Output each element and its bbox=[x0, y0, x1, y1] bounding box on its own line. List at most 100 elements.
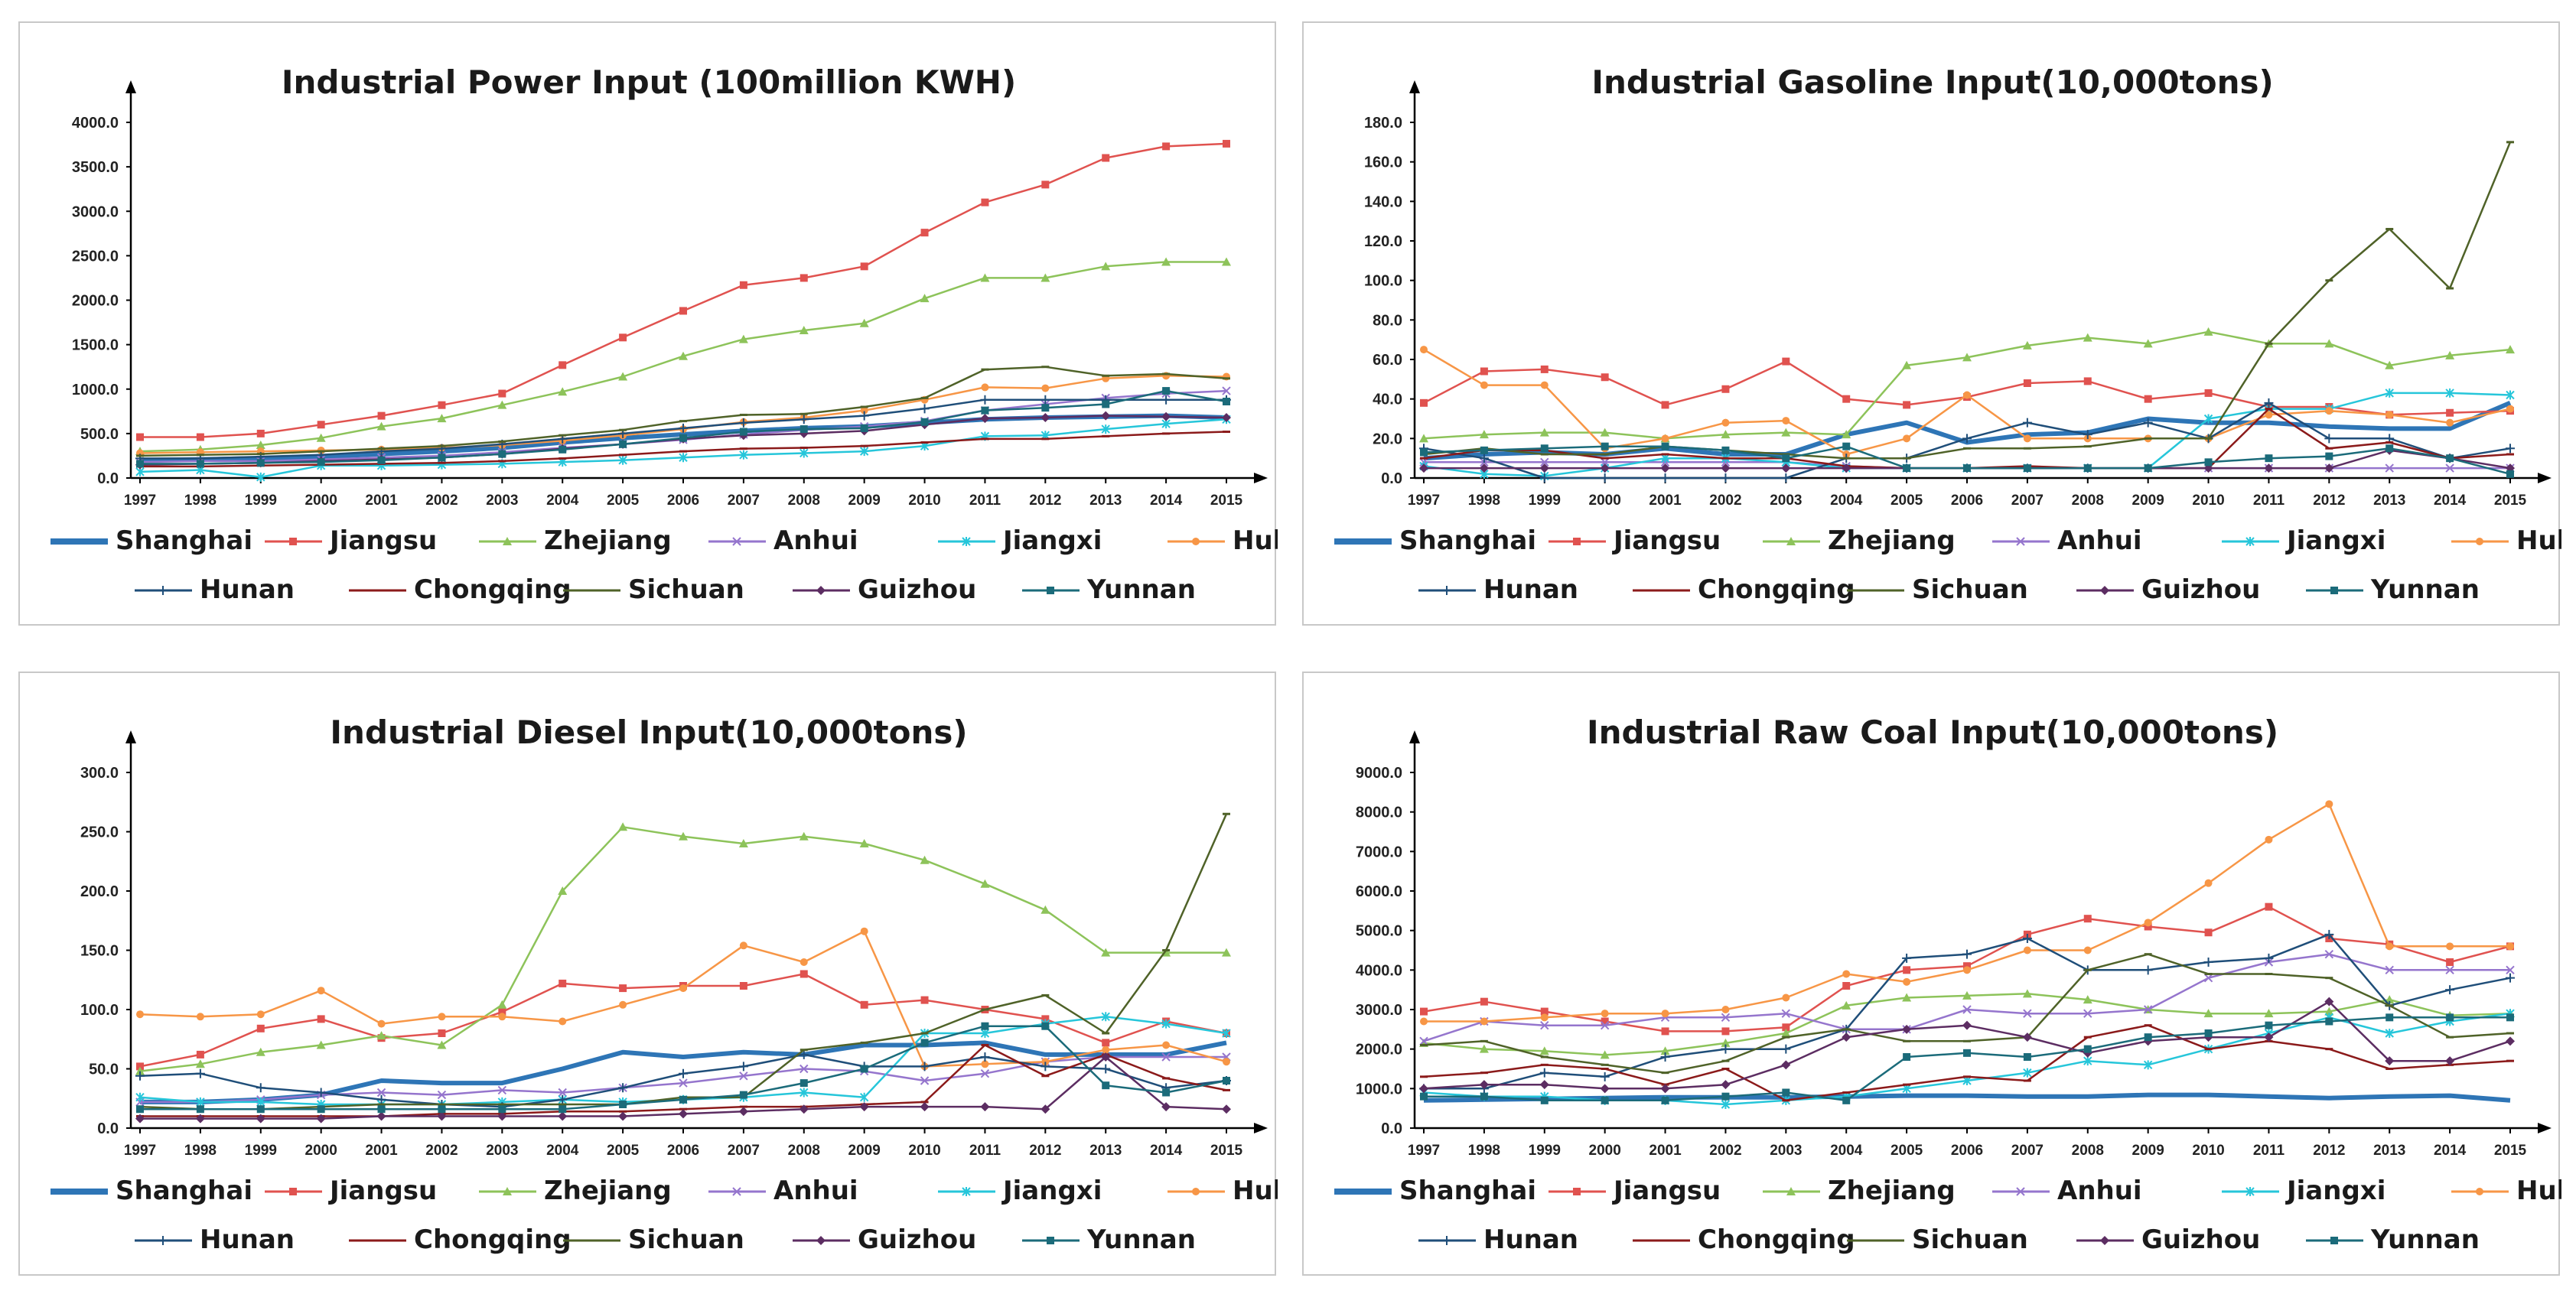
data-point bbox=[1040, 273, 1050, 282]
data-point bbox=[1480, 1017, 1488, 1026]
data-point bbox=[377, 411, 386, 420]
data-point bbox=[2023, 1053, 2031, 1061]
legend-item-guizhou: Guizhou bbox=[2076, 1224, 2260, 1255]
data-point bbox=[2204, 389, 2213, 397]
data-point bbox=[2144, 922, 2152, 931]
data-point bbox=[2083, 915, 2092, 923]
legend-label: Zhejiang bbox=[544, 525, 672, 556]
data-point bbox=[558, 1094, 568, 1104]
data-point bbox=[558, 1088, 567, 1098]
data-point bbox=[2506, 965, 2515, 975]
legend-item-anhui: Anhui bbox=[708, 1176, 858, 1206]
data-point bbox=[2265, 1021, 2273, 1029]
legend-item-zhejiang: Zhejiang bbox=[1763, 525, 1956, 556]
legend-label: Hubei bbox=[2516, 525, 2561, 556]
series-line-hubei bbox=[139, 930, 1227, 1068]
legend-marker bbox=[2100, 1236, 2109, 1245]
data-point bbox=[1223, 139, 1230, 148]
x-tick-label: 2004 bbox=[1830, 493, 1863, 509]
data-point bbox=[679, 434, 687, 442]
data-point bbox=[2083, 1056, 2092, 1066]
legend-marker bbox=[1573, 1188, 1581, 1195]
legend-item-shanghai: Shanghai bbox=[1334, 525, 1536, 556]
data-point bbox=[1101, 262, 1111, 271]
data-point bbox=[1101, 1012, 1110, 1022]
data-point bbox=[558, 1111, 568, 1121]
data-point bbox=[1101, 411, 1111, 421]
data-point bbox=[1903, 401, 1911, 409]
data-point bbox=[800, 448, 809, 458]
legend-marker bbox=[158, 1236, 168, 1245]
legend-label: Shanghai bbox=[116, 1176, 252, 1206]
data-point bbox=[438, 1105, 446, 1114]
legend-marker bbox=[816, 586, 826, 595]
y-tick-label: 4000.0 bbox=[1356, 962, 1402, 979]
data-point bbox=[559, 1017, 567, 1026]
data-point bbox=[316, 1088, 326, 1098]
data-point bbox=[2506, 444, 2515, 454]
chart-diesel: Industrial Diesel Input(10,000tons) 0.0 50… bbox=[50, 714, 1278, 1255]
data-point bbox=[1101, 1064, 1111, 1074]
data-point bbox=[1781, 473, 1791, 483]
legend-label: Guizhou bbox=[858, 1224, 976, 1255]
legend-item-chongqing: Chongqing bbox=[1633, 574, 1855, 605]
series-hunan bbox=[1419, 929, 2515, 1094]
data-point bbox=[1040, 1062, 1050, 1071]
x-tick-label: 1999 bbox=[1529, 1143, 1561, 1159]
data-point bbox=[438, 1013, 446, 1021]
data-point bbox=[2325, 800, 2333, 808]
legend-item-shanghai: Shanghai bbox=[1334, 1176, 1536, 1206]
data-point bbox=[1162, 387, 1171, 395]
data-point bbox=[438, 401, 446, 409]
data-point bbox=[559, 979, 567, 987]
y-tick-label: 150.0 bbox=[80, 943, 119, 960]
data-point bbox=[2445, 463, 2454, 473]
x-tick-label: 2010 bbox=[908, 493, 940, 509]
data-point bbox=[1479, 463, 1489, 473]
legend-marker bbox=[1192, 538, 1200, 545]
data-point bbox=[1721, 1038, 1731, 1047]
x-tick-label: 2005 bbox=[1890, 493, 1923, 509]
legend-marker bbox=[2330, 587, 2338, 594]
data-point bbox=[135, 1092, 145, 1102]
data-point bbox=[1222, 257, 1231, 266]
legend-label: Zhejiang bbox=[1828, 1176, 1956, 1206]
data-point bbox=[2022, 934, 2032, 943]
data-point bbox=[2385, 463, 2394, 473]
data-point bbox=[1420, 1092, 1428, 1101]
x-tick-label: 2014 bbox=[2434, 1143, 2467, 1159]
data-point bbox=[2324, 434, 2334, 444]
data-point bbox=[317, 421, 325, 429]
data-point bbox=[1539, 428, 1549, 437]
x-tick-label: 2006 bbox=[667, 1143, 699, 1159]
y-tick-label: 250.0 bbox=[80, 824, 119, 841]
legend-item-yunnan: Yunnan bbox=[2306, 574, 2480, 605]
data-point bbox=[1420, 346, 1428, 354]
legend-marker bbox=[2016, 1187, 2025, 1196]
data-point bbox=[980, 273, 990, 282]
legend-marker bbox=[732, 1187, 741, 1196]
legend-item-jiangxi: Jiangxi bbox=[2222, 1176, 2385, 1206]
data-point bbox=[1420, 1007, 1428, 1016]
data-point bbox=[1419, 1084, 1428, 1094]
data-point bbox=[799, 415, 809, 424]
data-point bbox=[1040, 412, 1050, 422]
data-point bbox=[1782, 454, 1790, 463]
y-axis-arrow bbox=[125, 80, 136, 93]
data-point bbox=[980, 1029, 990, 1038]
data-point bbox=[2446, 1013, 2454, 1022]
data-point bbox=[1782, 1088, 1790, 1097]
data-point bbox=[1102, 1045, 1110, 1054]
data-point bbox=[1721, 1044, 1731, 1054]
data-point bbox=[1540, 1096, 1549, 1104]
x-tick-label: 2004 bbox=[546, 493, 579, 509]
series-zhejiang bbox=[135, 257, 1231, 456]
legend-item-jiangsu: Jiangsu bbox=[265, 525, 437, 556]
data-point bbox=[1782, 417, 1790, 425]
data-point bbox=[2264, 398, 2274, 408]
data-point bbox=[859, 839, 869, 847]
data-point bbox=[980, 879, 990, 888]
data-point bbox=[981, 406, 989, 415]
data-point bbox=[196, 1050, 204, 1058]
data-point bbox=[1161, 1019, 1171, 1029]
